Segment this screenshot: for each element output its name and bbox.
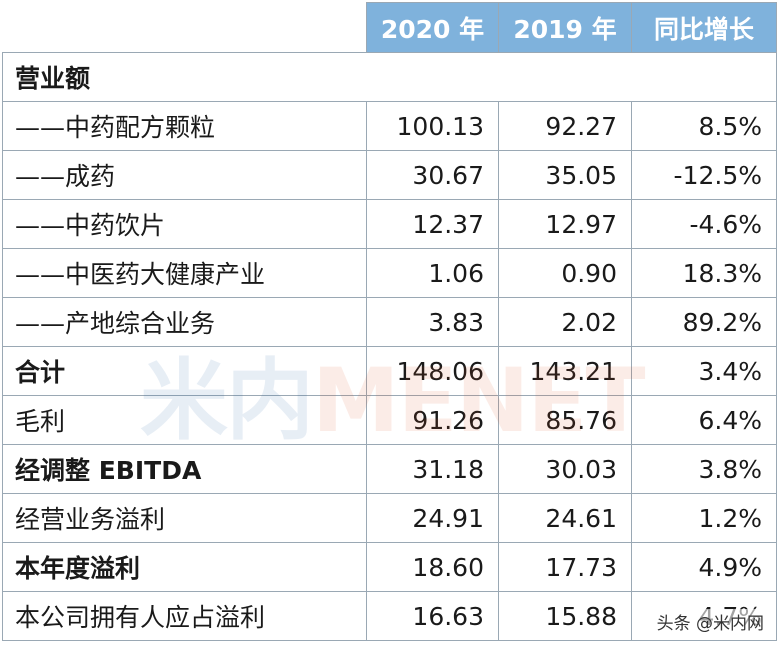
row-label: 本年度溢利 [2,542,367,592]
row-label: ——中药配方颗粒 [2,101,367,151]
row-value-2019: 0.90 [498,248,632,298]
row-value-2020: 91.26 [366,395,499,445]
row-value-2019: 12.97 [498,199,632,249]
row-growth: 6.4% [631,395,777,445]
section-title: 营业额 [2,52,777,102]
row-growth: 3.4% [631,346,777,396]
header-row: 2020 年 2019 年 同比增长 [2,2,777,53]
table-row: 毛利 91.26 85.76 6.4% [2,395,777,445]
row-label: ——产地综合业务 [2,297,367,347]
table-row: 本年度溢利 18.60 17.73 4.9% [2,542,777,592]
row-label: ——中医药大健康产业 [2,248,367,298]
table-row: ——中医药大健康产业 1.06 0.90 18.3% [2,248,777,298]
header-2019: 2019 年 [498,2,632,53]
row-value-2019: 24.61 [498,493,632,543]
row-value-2019: 15.88 [498,591,632,641]
table-row: ——成药 30.67 35.05 -12.5% [2,150,777,200]
row-value-2020: 30.67 [366,150,499,200]
row-label: ——中药饮片 [2,199,367,249]
row-value-2019: 35.05 [498,150,632,200]
row-growth: 1.2% [631,493,777,543]
row-value-2020: 148.06 [366,346,499,396]
row-value-2020: 3.83 [366,297,499,347]
row-label: 经营业务溢利 [2,493,367,543]
row-label: 经调整 EBITDA [2,444,367,494]
row-label: 本公司拥有人应占溢利 [2,591,367,641]
row-growth: -4.6% [631,199,777,249]
header-growth: 同比增长 [631,2,777,53]
corner-source-mark: 头条 @米内网 [654,609,766,634]
row-label: 合计 [2,346,367,396]
table-row: 经营业务溢利 24.91 24.61 1.2% [2,493,777,543]
row-value-2020: 16.63 [366,591,499,641]
row-value-2019: 17.73 [498,542,632,592]
row-growth: 3.8% [631,444,777,494]
row-growth: -12.5% [631,150,777,200]
row-value-2020: 12.37 [366,199,499,249]
row-value-2020: 18.60 [366,542,499,592]
row-value-2020: 24.91 [366,493,499,543]
row-value-2020: 31.18 [366,444,499,494]
row-value-2020: 1.06 [366,248,499,298]
row-label: ——成药 [2,150,367,200]
row-value-2019: 143.21 [498,346,632,396]
row-growth: 18.3% [631,248,777,298]
row-growth: 89.2% [631,297,777,347]
table-row: ——中药饮片 12.37 12.97 -4.6% [2,199,777,249]
header-blank-cell [2,2,367,53]
table-row: ——产地综合业务 3.83 2.02 89.2% [2,297,777,347]
row-value-2019: 92.27 [498,101,632,151]
section-row: 营业额 [2,52,777,102]
table-row: 合计 148.06 143.21 3.4% [2,346,777,396]
row-value-2020: 100.13 [366,101,499,151]
header-2020: 2020 年 [366,2,499,53]
table-row: 经调整 EBITDA 31.18 30.03 3.8% [2,444,777,494]
row-growth: 4.9% [631,542,777,592]
row-value-2019: 2.02 [498,297,632,347]
row-value-2019: 30.03 [498,444,632,494]
row-growth: 8.5% [631,101,777,151]
row-value-2019: 85.76 [498,395,632,445]
table-row: ——中药配方颗粒 100.13 92.27 8.5% [2,101,777,151]
financial-table: 2020 年 2019 年 同比增长 营业额 ——中药配方颗粒 100.13 92.… [2,2,777,641]
row-label: 毛利 [2,395,367,445]
